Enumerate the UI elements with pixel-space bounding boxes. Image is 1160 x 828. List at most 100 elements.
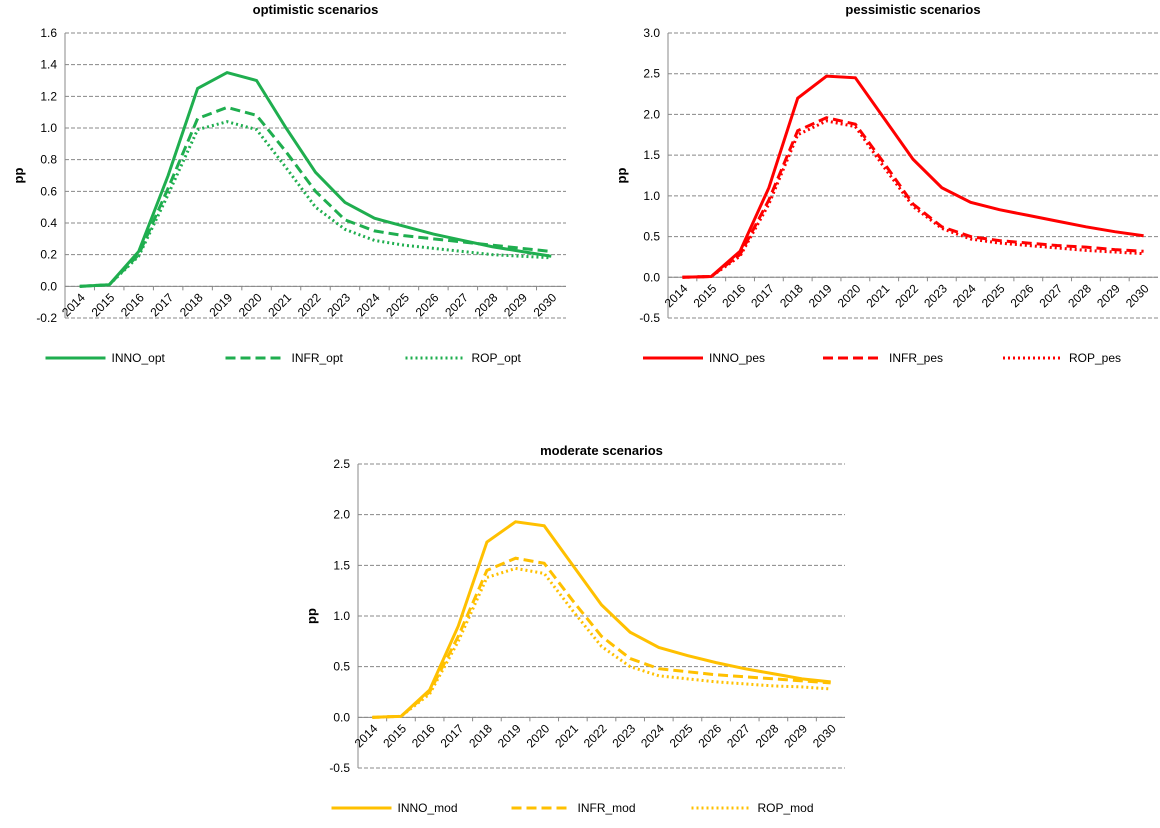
x-tick-label: 2026 — [1008, 281, 1037, 310]
y-tick-label: 1.5 — [643, 148, 660, 162]
series-line — [372, 520, 831, 719]
y-tick-label: 1.0 — [40, 121, 57, 135]
x-tick-label: 2023 — [609, 721, 638, 750]
x-tick-label: 2017 — [438, 721, 467, 750]
x-tick-label: 2019 — [206, 290, 235, 319]
y-tick-label: 1.6 — [40, 26, 57, 40]
series-line — [682, 116, 1144, 279]
x-tick-label: 2022 — [892, 281, 921, 310]
y-axis-label: pp — [304, 608, 319, 624]
x-tick-label: 2018 — [777, 281, 806, 310]
x-tick-label: 2020 — [524, 721, 553, 750]
series-line — [682, 119, 1144, 279]
y-tick-label: 1.2 — [40, 89, 57, 103]
x-tick-label: 2026 — [413, 290, 442, 319]
y-tick-label: 1.0 — [333, 609, 350, 623]
legend-label: INNO_mod — [398, 801, 458, 815]
y-tick-label: -0.2 — [36, 311, 57, 325]
x-tick-label: 2015 — [380, 721, 409, 750]
x-tick-label: 2017 — [147, 290, 176, 319]
y-tick-label: 0.4 — [40, 216, 57, 230]
x-tick-label: 2014 — [59, 290, 88, 319]
x-tick-label: 2023 — [921, 281, 950, 310]
y-tick-label: 1.5 — [333, 558, 350, 572]
legend-label: INFR_opt — [292, 351, 344, 365]
y-tick-label: 0.6 — [40, 184, 57, 198]
x-tick-label: 2018 — [466, 721, 495, 750]
x-tick-label: 2024 — [354, 290, 383, 319]
x-tick-label: 2028 — [753, 721, 782, 750]
x-tick-label: 2019 — [495, 721, 524, 750]
series-line — [372, 556, 831, 719]
legend-label: ROP_mod — [758, 801, 814, 815]
legend-label: INNO_opt — [112, 351, 166, 365]
legend-label: INFR_pes — [889, 351, 943, 365]
y-tick-label: 1.4 — [40, 58, 57, 72]
x-tick-label: 2029 — [1094, 281, 1123, 310]
chart-title: moderate scenarios — [540, 443, 663, 458]
y-tick-label: 2.0 — [643, 107, 660, 121]
x-tick-label: 2030 — [810, 721, 839, 750]
x-tick-label: 2020 — [835, 281, 864, 310]
series-line — [372, 566, 831, 719]
x-tick-label: 2030 — [531, 290, 560, 319]
y-axis-label: pp — [614, 168, 629, 184]
x-tick-label: 2027 — [724, 721, 753, 750]
x-tick-label: 2017 — [748, 281, 777, 310]
y-tick-label: 0.0 — [643, 270, 660, 284]
x-tick-label: 2021 — [864, 281, 893, 310]
x-tick-label: 2026 — [695, 721, 724, 750]
x-tick-label: 2018 — [177, 290, 206, 319]
x-tick-label: 2030 — [1123, 281, 1152, 310]
y-axis-label: pp — [11, 168, 26, 184]
x-tick-label: 2022 — [581, 721, 610, 750]
x-tick-label: 2021 — [552, 721, 581, 750]
y-tick-label: 2.5 — [333, 457, 350, 471]
x-tick-label: 2016 — [719, 281, 748, 310]
y-tick-label: 1.0 — [643, 189, 660, 203]
x-tick-label: 2027 — [442, 290, 471, 319]
legend-label: ROP_opt — [472, 351, 522, 365]
series-line — [79, 120, 552, 288]
x-tick-label: 2023 — [324, 290, 353, 319]
x-tick-label: 2019 — [806, 281, 835, 310]
y-tick-label: 0.2 — [40, 248, 57, 262]
x-tick-label: 2024 — [638, 721, 667, 750]
legend-label: INFR_mod — [578, 801, 636, 815]
y-tick-label: 0.8 — [40, 153, 57, 167]
x-tick-label: 2016 — [409, 721, 438, 750]
legend-label: INNO_pes — [709, 351, 765, 365]
chart-title: pessimistic scenarios — [845, 2, 980, 17]
y-tick-label: -0.5 — [639, 311, 660, 325]
series-line — [79, 105, 552, 288]
x-tick-label: 2025 — [667, 721, 696, 750]
x-tick-label: 2029 — [781, 721, 810, 750]
x-tick-label: 2014 — [662, 281, 691, 310]
y-tick-label: 2.0 — [333, 508, 350, 522]
y-tick-label: 0.5 — [643, 230, 660, 244]
x-tick-label: 2029 — [501, 290, 530, 319]
y-tick-label: 2.5 — [643, 67, 660, 81]
y-tick-label: 0.0 — [333, 710, 350, 724]
series-line — [682, 74, 1144, 279]
x-tick-label: 2015 — [89, 290, 118, 319]
y-tick-label: 0.5 — [333, 660, 350, 674]
legend-label: ROP_pes — [1069, 351, 1121, 365]
y-tick-label: -0.5 — [329, 761, 350, 775]
x-tick-label: 2025 — [979, 281, 1008, 310]
x-tick-label: 2024 — [950, 281, 979, 310]
y-tick-label: 3.0 — [643, 26, 660, 40]
x-tick-label: 2014 — [352, 721, 381, 750]
x-tick-label: 2015 — [691, 281, 720, 310]
x-tick-label: 2021 — [265, 290, 294, 319]
x-tick-label: 2020 — [236, 290, 265, 319]
x-tick-label: 2027 — [1036, 281, 1065, 310]
y-tick-label: 0.0 — [40, 279, 57, 293]
x-tick-label: 2025 — [383, 290, 412, 319]
x-tick-label: 2028 — [1065, 281, 1094, 310]
x-tick-label: 2028 — [472, 290, 501, 319]
x-tick-label: 2016 — [118, 290, 147, 319]
chart-title: optimistic scenarios — [253, 2, 379, 17]
x-tick-label: 2022 — [295, 290, 324, 319]
